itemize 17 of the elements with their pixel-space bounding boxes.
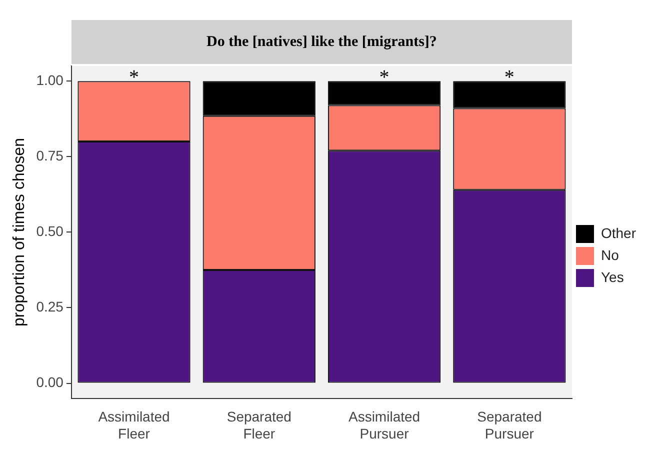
legend-label: Other [600, 224, 636, 241]
legend-label: Yes [600, 268, 624, 285]
y-tick-label: 0.50 [36, 223, 64, 240]
y-tick-label: 0.00 [36, 374, 64, 390]
x-tick-label: Separated Pursuer [477, 408, 542, 442]
y-tick-label: 0.25 [36, 298, 64, 315]
x-tick-label: Separated Fleer [226, 408, 292, 442]
chart-title: Do the [natives] like the [migrants]? [206, 34, 437, 50]
legend-label: No [600, 246, 620, 263]
y-axis-title: proportion of times chosen [11, 138, 28, 326]
annotation: * [129, 66, 140, 88]
y-tick-label: 0.75 [36, 148, 64, 164]
y-tick-label: 1.00 [36, 72, 64, 88]
x-tick-label: Assimilated Pursuer [348, 408, 420, 442]
annotation: * [504, 66, 514, 88]
annotation: * [379, 66, 390, 88]
x-tick-label: Assimilated Fleer [98, 408, 170, 442]
